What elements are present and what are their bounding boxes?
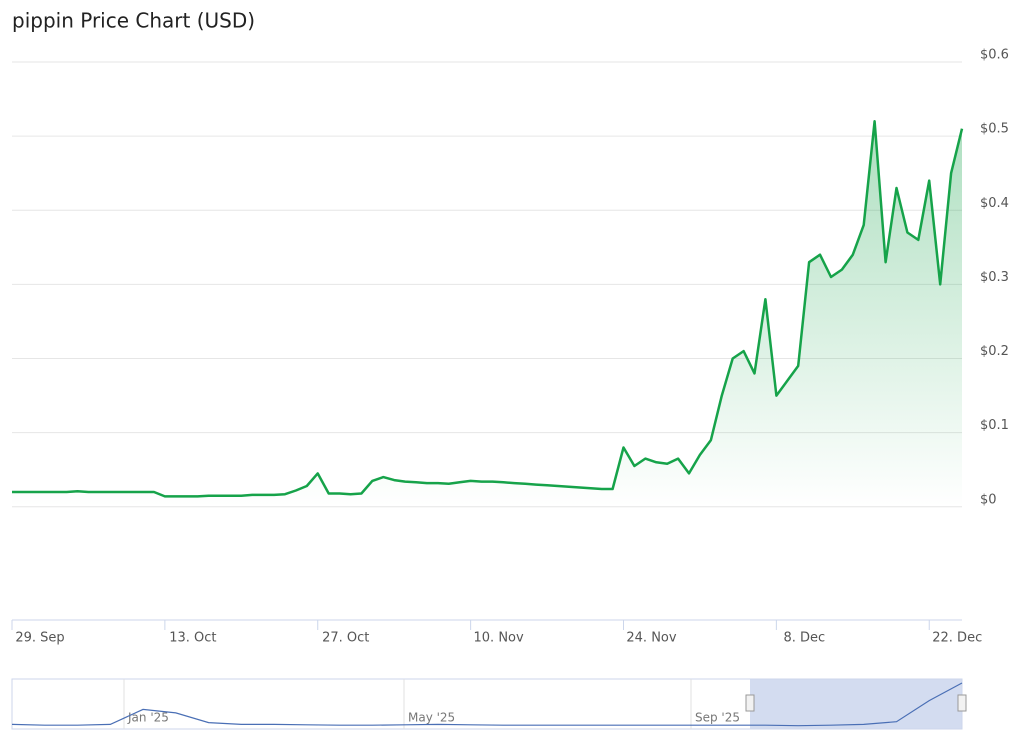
navigator-selection[interactable] — [750, 679, 962, 729]
y-tick-label: $0.2 — [980, 344, 1009, 359]
navigator-handle[interactable] — [957, 694, 967, 712]
x-tick-label: 29. Sep — [15, 631, 64, 646]
x-tick-label: 24. Nov — [626, 631, 676, 646]
navigator-line — [11, 682, 963, 727]
x-tick-label: 8. Dec — [784, 631, 826, 646]
y-tick-label: $0.4 — [980, 196, 1009, 211]
y-tick-label: $0.3 — [980, 270, 1009, 285]
navigator-label: Sep '25 — [695, 711, 740, 725]
area-fill — [12, 121, 962, 507]
chart-title: pippin Price Chart (USD) — [12, 9, 255, 33]
navigator-label: May '25 — [408, 711, 455, 725]
x-tick-label: 27. Oct — [322, 631, 369, 646]
x-tick-label: 10. Nov — [474, 631, 524, 646]
y-tick-label: $0.6 — [980, 48, 1009, 63]
price-line — [12, 120, 964, 498]
y-tick-label: $0 — [980, 492, 997, 507]
x-tick-label: 22. Dec — [932, 631, 982, 646]
navigator-label: Jan '25 — [127, 711, 169, 725]
y-tick-label: $0.5 — [980, 122, 1009, 137]
navigator-handle[interactable] — [745, 694, 755, 712]
y-tick-label: $0.1 — [980, 418, 1009, 433]
x-tick-label: 13. Oct — [169, 631, 216, 646]
